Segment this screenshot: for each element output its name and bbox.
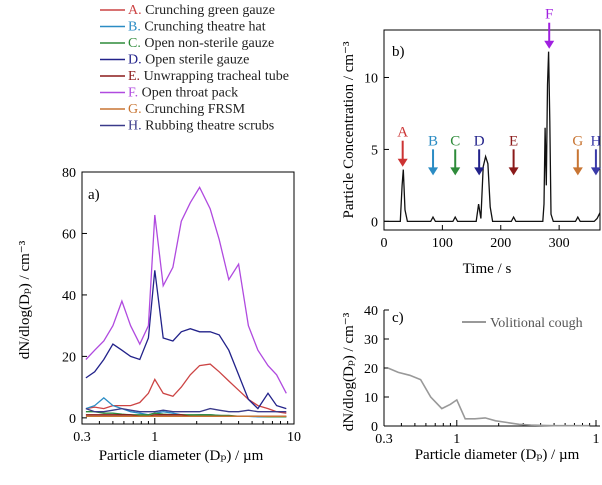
x-tick-label: 0.3 bbox=[73, 430, 91, 445]
series-line-A bbox=[85, 363, 287, 414]
panel-a-frame bbox=[81, 171, 295, 425]
y-tick-label: 20 bbox=[62, 350, 76, 365]
legend-text: Open non-sterile gauze bbox=[141, 36, 274, 51]
panel-b-ylabel: Particle Concentration / cm⁻³ bbox=[341, 41, 357, 218]
legend-letter: H. bbox=[128, 119, 142, 134]
legend-label: G. Crunching FRSM bbox=[128, 102, 246, 117]
panel-b: b) Time / s Particle Concentration / cm⁻… bbox=[341, 7, 601, 277]
legend-text: Crunching theatre hat bbox=[141, 20, 266, 35]
panel-c-xlabel: Particle diameter (Dₚ) / µm bbox=[415, 447, 580, 463]
annotation-label: E bbox=[509, 133, 518, 149]
legend-text: Open throat pack bbox=[138, 86, 238, 101]
annotation-label: H bbox=[590, 133, 601, 149]
panel-c: c) Particle diameter (Dₚ) / µm dN/dlog(D… bbox=[341, 304, 600, 463]
series-line-D bbox=[85, 270, 287, 410]
cough-series-line bbox=[387, 367, 590, 427]
series-line-F bbox=[85, 186, 287, 394]
legend-label: D. Open sterile gauze bbox=[128, 53, 249, 68]
annotation-label: F bbox=[545, 7, 553, 23]
panel-b-xlabel: Time / s bbox=[463, 261, 512, 277]
annotation-arrowhead bbox=[428, 167, 439, 176]
legend-text: Crunching green gauze bbox=[142, 3, 275, 18]
x-tick-label: 1 bbox=[151, 430, 158, 445]
series-line-H bbox=[85, 407, 287, 413]
x-tick-label: 200 bbox=[490, 236, 511, 251]
legend-label: B. Crunching theatre hat bbox=[128, 20, 266, 35]
panel-c-ylabel: dN/dlog(Dₚ) / cm⁻³ bbox=[341, 312, 357, 431]
legend-letter: E. bbox=[128, 69, 140, 84]
y-tick-label: 5 bbox=[371, 143, 378, 158]
y-tick-label: 0 bbox=[371, 215, 378, 230]
x-tick-label: 100 bbox=[432, 236, 453, 251]
legend-letter: F. bbox=[128, 86, 138, 101]
annotation-label: G bbox=[572, 133, 583, 149]
time-series-line bbox=[384, 51, 601, 223]
panel-a-label: a) bbox=[88, 187, 100, 203]
annotation-arrowhead bbox=[544, 40, 555, 49]
y-tick-label: 10 bbox=[364, 391, 378, 406]
x-tick-label: 1 bbox=[593, 432, 600, 447]
y-tick-label: 0 bbox=[371, 420, 378, 435]
panel-c-legend-label: Volitional cough bbox=[490, 316, 583, 331]
annotation-label: A bbox=[397, 125, 408, 141]
panel-b-label: b) bbox=[392, 44, 405, 60]
legend-label: H. Rubbing theatre scrubs bbox=[128, 119, 274, 134]
annotation-arrowhead bbox=[474, 167, 485, 176]
x-tick-label: 0.3 bbox=[375, 432, 393, 447]
legend-label: E. Unwrapping tracheal tube bbox=[128, 69, 289, 84]
legend-letter: A. bbox=[128, 3, 142, 18]
legend-letter: D. bbox=[128, 53, 142, 68]
y-tick-label: 80 bbox=[62, 166, 76, 181]
panel-c-label: c) bbox=[392, 310, 404, 326]
y-tick-label: 40 bbox=[364, 304, 378, 319]
panel-a-ylabel: dN/dlog(Dₚ) / cm⁻³ bbox=[17, 240, 33, 359]
annotation-arrowhead bbox=[508, 167, 519, 176]
legend-label: F. Open throat pack bbox=[128, 86, 238, 101]
x-tick-label: 10 bbox=[287, 430, 301, 445]
panel-a-xlabel: Particle diameter (Dₚ) / µm bbox=[99, 448, 264, 464]
legend-text: Unwrapping tracheal tube bbox=[140, 69, 289, 84]
legend-text: Crunching FRSM bbox=[142, 102, 246, 117]
x-tick-label: 300 bbox=[549, 236, 570, 251]
annotation-label: B bbox=[428, 133, 438, 149]
annotation-label: C bbox=[450, 133, 460, 149]
legend-label: C. Open non-sterile gauze bbox=[128, 36, 274, 51]
y-tick-label: 40 bbox=[62, 289, 76, 304]
y-tick-label: 10 bbox=[364, 71, 378, 86]
y-tick-label: 60 bbox=[62, 227, 76, 242]
x-tick-label: 1 bbox=[453, 432, 460, 447]
annotation-arrowhead bbox=[397, 158, 408, 167]
y-tick-label: 30 bbox=[364, 333, 378, 348]
y-tick-label: 20 bbox=[364, 362, 378, 377]
x-tick-label: 0 bbox=[381, 236, 388, 251]
legend-letter: G. bbox=[128, 102, 142, 117]
panel-a: a) Particle diameter (Dₚ) / µm dN/dlog(D… bbox=[17, 166, 301, 464]
legend-letter: B. bbox=[128, 20, 141, 35]
panel-b-frame bbox=[383, 29, 601, 231]
legend-text: Open sterile gauze bbox=[142, 53, 250, 68]
legend-text: Rubbing theatre scrubs bbox=[142, 119, 275, 134]
annotation-arrowhead bbox=[572, 167, 583, 176]
annotation-label: D bbox=[474, 133, 485, 149]
legend-letter: C. bbox=[128, 36, 141, 51]
annotation-arrowhead bbox=[450, 167, 461, 176]
annotation-arrowhead bbox=[590, 167, 601, 176]
legend-label: A. Crunching green gauze bbox=[128, 3, 275, 18]
y-tick-label: 0 bbox=[69, 412, 76, 427]
